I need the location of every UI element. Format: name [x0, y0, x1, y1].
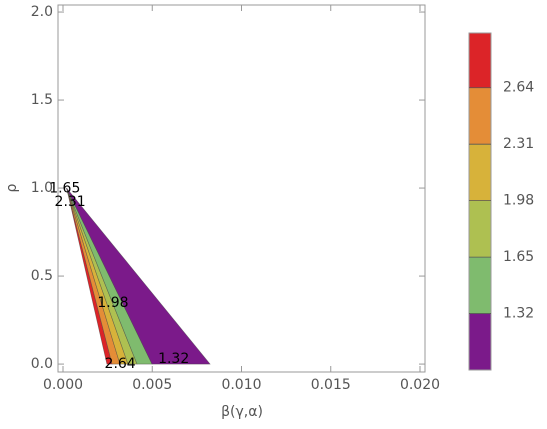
colorbar-tick-label: 2.64	[503, 80, 534, 96]
x-tick-label: 0.015	[311, 377, 351, 393]
x-tick-label: 0.000	[43, 377, 83, 393]
contour-band	[66, 187, 211, 365]
contour-label: 2.31	[55, 194, 86, 210]
colorbar-segment	[469, 33, 491, 88]
colorbar-tick-label: 1.65	[503, 249, 534, 265]
x-axis-label: β(γ,α)	[221, 404, 263, 420]
colorbar-segment	[469, 200, 491, 258]
contour-label: 1.32	[158, 351, 189, 367]
contour-label: 1.98	[97, 295, 128, 311]
colorbar-segment	[469, 144, 491, 201]
y-tick-label: 1.5	[31, 92, 53, 108]
y-tick-label: 2.0	[31, 4, 53, 20]
x-tick-label: 0.005	[132, 377, 172, 393]
colorbar-tick-label: 2.31	[503, 136, 534, 152]
colorbar-segment	[469, 87, 491, 145]
y-tick-label: 0.0	[31, 356, 53, 372]
y-tick-label: 0.5	[31, 268, 53, 284]
colorbar-tick-label: 1.98	[503, 193, 534, 209]
colorbar-tick-label: 1.32	[503, 306, 534, 322]
colorbar-segment	[469, 313, 491, 370]
x-tick-label: 0.020	[400, 377, 440, 393]
contour-label: 1.65	[49, 181, 80, 197]
x-tick-label: 0.010	[221, 377, 261, 393]
contour-label: 2.64	[105, 356, 136, 372]
colorbar-segment	[469, 257, 491, 314]
colorbar-frame	[468, 32, 492, 371]
y-axis-label: ρ	[4, 183, 20, 192]
y-tick-label: 1.0	[31, 180, 53, 196]
